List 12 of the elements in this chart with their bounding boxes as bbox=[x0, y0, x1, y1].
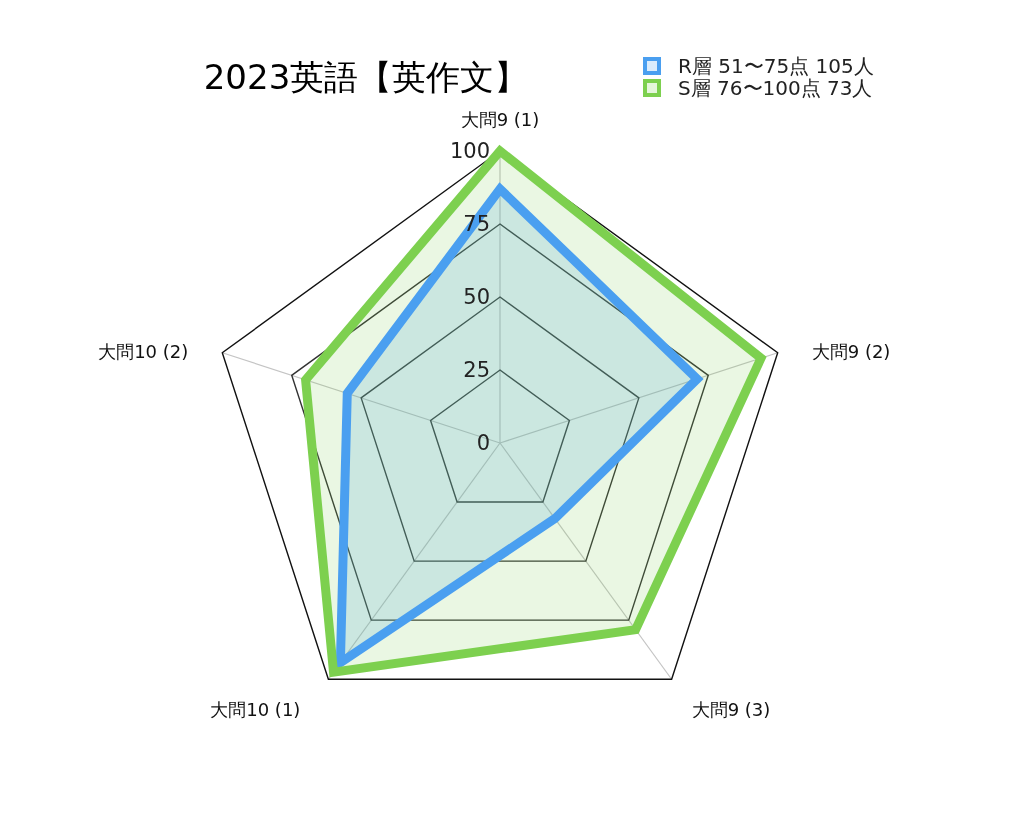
tick-label: 50 bbox=[463, 285, 490, 309]
tick-label: 100 bbox=[449, 139, 490, 163]
category-label: 大問10 (1) bbox=[210, 699, 301, 721]
tick-label: 25 bbox=[463, 358, 490, 382]
category-label: 大問9 (3) bbox=[691, 699, 771, 721]
legend-label: R層 51〜75点 105人 bbox=[678, 53, 874, 78]
legend-label: S層 76〜100点 73人 bbox=[678, 75, 873, 100]
category-label: 大問9 (1) bbox=[460, 109, 540, 130]
tick-label: 0 bbox=[476, 431, 490, 455]
category-label: 大問9 (2) bbox=[811, 340, 891, 362]
category-label: 大問10 (2) bbox=[98, 340, 189, 362]
title: 2023英語【英作文】 bbox=[203, 56, 529, 97]
